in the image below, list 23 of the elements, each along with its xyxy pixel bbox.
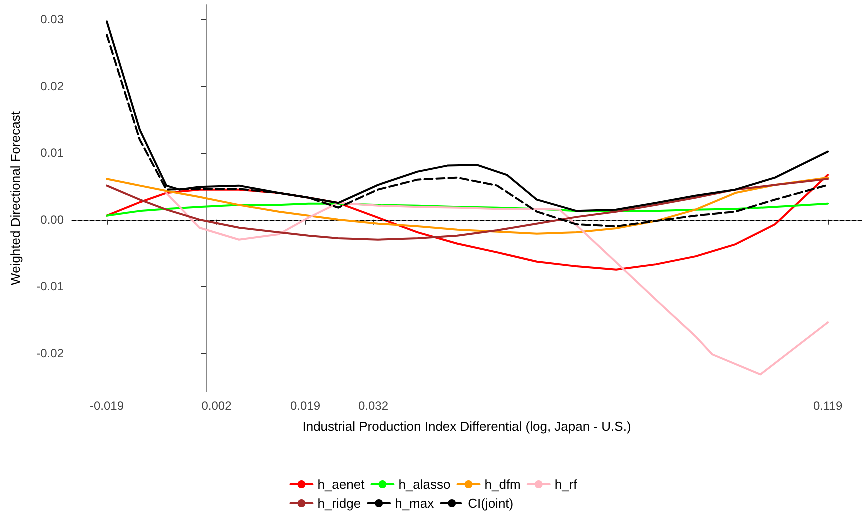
y-tick-label: 0.00	[40, 212, 64, 227]
y-axis-title: Weighted Directional Forecast	[8, 111, 23, 286]
y-tick-label: -0.02	[36, 346, 64, 360]
legend-label: h_dfm	[484, 477, 521, 492]
line-series	[106, 174, 830, 271]
y-tick-label: 0.02	[40, 79, 64, 94]
y-tick-label: 0.01	[40, 146, 64, 160]
legend-label: h_max	[395, 496, 435, 511]
legend-label: h_rf	[554, 477, 578, 492]
legend-label: CI(joint)	[468, 496, 514, 511]
x-tick-label: 0.019	[290, 399, 321, 413]
legend-label: h_alasso	[398, 477, 451, 492]
line-series	[166, 192, 830, 376]
y-tick-label: 0.03	[40, 12, 64, 27]
x-tick-label: 0.032	[358, 399, 389, 413]
line-series	[106, 202, 830, 217]
x-tick-label: 0.002	[202, 399, 232, 413]
y-tick-label: -0.01	[36, 280, 64, 294]
x-tick-label: 0.119	[813, 399, 843, 413]
x-axis-title: Industrial Production Index Differential (log, Japan - U.S.)	[302, 419, 632, 434]
legend-label: h_aenet	[318, 477, 366, 492]
x-tick-label: -0.019	[90, 399, 124, 413]
legend-label: h_ridge	[318, 496, 362, 511]
